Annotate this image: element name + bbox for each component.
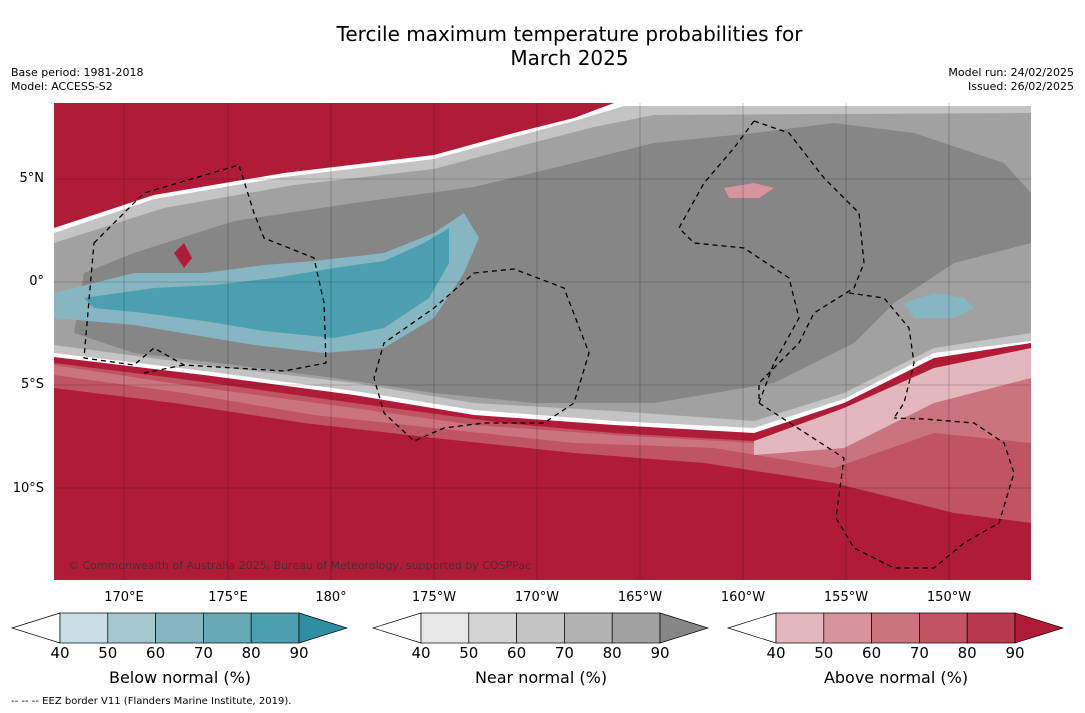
- colorbar-above-tick-60: 60: [862, 644, 882, 662]
- colorbar-below-tick-80: 80: [241, 644, 261, 662]
- graticule: [54, 103, 1031, 580]
- issued-date: Issued: 26/02/2025: [967, 80, 1074, 93]
- colorbar-below-tick-70: 70: [193, 644, 213, 662]
- colorbar-near-tick-80: 80: [602, 644, 622, 662]
- colorbar-above-normal: [726, 612, 1065, 644]
- colorbar-below-bin-4: [250, 612, 300, 644]
- colorbar-below-normal: [10, 612, 349, 644]
- colorbar-below-bin-2: [155, 612, 204, 644]
- model-name: Model: ACCESS-S2: [11, 80, 113, 93]
- colorbar-below-bin-3: [203, 612, 252, 644]
- colorbar-above-tick-80: 80: [957, 644, 977, 662]
- colorbar-near-bin-3: [564, 612, 613, 644]
- meta-right: Model run: 24/02/2025 Issued: 26/02/2025: [948, 66, 1074, 94]
- colorbar-near-bin-0: [420, 612, 470, 644]
- lat-label-0: 0°: [29, 274, 44, 289]
- colorbar-label-above: Above normal (%): [823, 668, 969, 687]
- lon-label-165w: 165°W: [617, 590, 663, 605]
- eez-footnote: -- -- -- EEZ border V11 (Flanders Marine…: [11, 696, 292, 707]
- colorbar-above-tick-90: 90: [1005, 644, 1025, 662]
- colorbar-above-bin-1: [823, 612, 872, 644]
- colorbar-near-tick-60: 60: [507, 644, 527, 662]
- colorbar-near-bin-4: [611, 612, 661, 644]
- title-line-1: Tercile maximum temperature probabilitie…: [336, 22, 803, 46]
- lon-label-170w: 170°W: [514, 590, 560, 605]
- model-run: Model run: 24/02/2025: [948, 66, 1074, 79]
- colorbar-below-tick-90: 90: [289, 644, 309, 662]
- colorbars-svg: [10, 612, 1065, 644]
- probability-map: [54, 103, 1031, 580]
- lat-label-5n: 5°N: [19, 171, 45, 186]
- lon-label-155w: 155°W: [823, 590, 869, 605]
- colorbar-below-tick-40: 40: [50, 644, 70, 662]
- colorbar-above-tick-70: 70: [909, 644, 929, 662]
- eez-borders: [83, 120, 1015, 569]
- colorbar-above-bin-3: [919, 612, 968, 644]
- colorbar-near-tick-90: 90: [650, 644, 670, 662]
- lat-label-5s: 5°S: [20, 377, 44, 392]
- lon-label-180: 180°: [315, 590, 347, 605]
- above-normal-patch-west: [174, 243, 192, 268]
- copyright-notice: © Commonwealth of Australia 2025, Bureau…: [68, 559, 532, 572]
- lon-label-175e: 175°E: [208, 590, 248, 605]
- colorbar-near-tick-70: 70: [554, 644, 574, 662]
- lon-label-170e: 170°E: [104, 590, 144, 605]
- lon-label-175w: 175°W: [411, 590, 457, 605]
- colorbar-below-tick-60: 60: [146, 644, 166, 662]
- lon-label-150w: 150°W: [926, 590, 972, 605]
- meta-left: Base period: 1981-2018 Model: ACCESS-S2: [11, 66, 143, 94]
- title-line-2: March 2025: [510, 46, 629, 70]
- base-period: Base period: 1981-2018: [11, 66, 144, 79]
- colorbar-above-extend-low: [726, 612, 777, 644]
- colorbar-near-extend-low: [371, 612, 422, 644]
- colorbar-below-tick-50: 50: [98, 644, 118, 662]
- colorbar-above-bin-4: [966, 612, 1016, 644]
- colorbar-below-bin-0: [59, 612, 109, 644]
- lon-label-160w: 160°W: [720, 590, 766, 605]
- colorbar-above-extend-high: [1014, 612, 1065, 644]
- below-normal-patch-east: [904, 293, 974, 318]
- lat-label-10s: 10°S: [12, 481, 44, 496]
- colorbar-near-bin-1: [468, 612, 517, 644]
- colorbar-near-tick-50: 50: [459, 644, 479, 662]
- below-normal-core: [84, 228, 449, 338]
- colorbar-below-extend-high: [298, 612, 349, 644]
- colorbar-above-bin-0: [775, 612, 825, 644]
- colorbar-near-tick-40: 40: [411, 644, 431, 662]
- colorbar-label-near: Near normal (%): [474, 668, 608, 687]
- colorbar-label-below: Below normal (%): [108, 668, 252, 687]
- above-normal-patch-north: [724, 183, 774, 198]
- map-title: Tercile maximum temperature probabilitie…: [0, 22, 1085, 70]
- colorbar-near-extend-high: [659, 612, 710, 644]
- colorbar-above-bin-2: [871, 612, 920, 644]
- colorbar-below-bin-1: [107, 612, 156, 644]
- colorbar-near-bin-2: [516, 612, 565, 644]
- above-normal-band-50: [754, 348, 1031, 455]
- colorbar-above-tick-50: 50: [814, 644, 834, 662]
- colorbar-above-tick-40: 40: [766, 644, 786, 662]
- colorbar-below-extend-low: [10, 612, 61, 644]
- colorbar-near-normal: [371, 612, 710, 644]
